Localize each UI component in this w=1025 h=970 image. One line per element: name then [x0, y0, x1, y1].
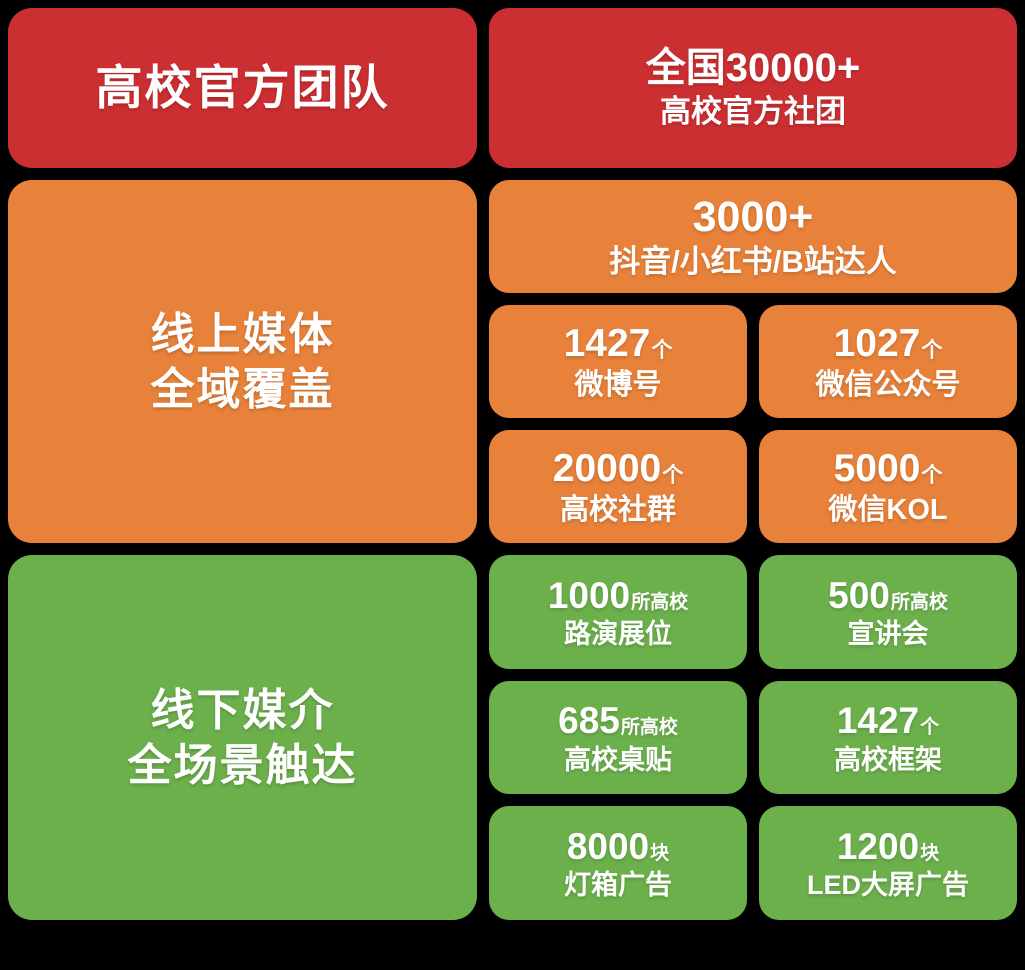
stat-unit: 个: [920, 717, 940, 739]
label-text-block: 高校官方团队: [96, 59, 390, 118]
label-text-block: 线下媒介 全场景触达: [128, 683, 358, 793]
stat-number: 685: [558, 700, 620, 742]
stat-number: 1200: [836, 825, 920, 867]
stat-number: 500: [828, 574, 890, 616]
stat-label: 高校框架: [834, 744, 942, 775]
stat-number-wrap: 5000 个: [834, 447, 943, 491]
section-label-offline-media: 线下媒介 全场景触达: [8, 555, 477, 920]
stat-stack-offline-media: 1000 所高校 路演展位 500 所高校 宣讲会 685: [489, 555, 1017, 921]
stat-label: 灯箱广告: [564, 870, 672, 901]
stat-number: 1000: [547, 574, 631, 616]
stat-row: 8000 块 灯箱广告 1200 块 LED大屏广告: [489, 806, 1017, 921]
stat-number-wrap: 1427 个: [837, 700, 939, 741]
stat-card[interactable]: 1200 块 LED大屏广告: [759, 806, 1017, 921]
stat-number: 5000: [833, 446, 921, 490]
stat-unit: 个: [662, 464, 684, 488]
label-line-2: 全场景触达: [127, 740, 358, 790]
section-offline-media: 线下媒介 全场景触达 1000 所高校 路演展位 500 所高校: [8, 555, 1017, 921]
label-line-1: 线下媒介: [150, 685, 335, 735]
stat-number: 1027: [833, 321, 921, 365]
stat-number: 1427: [563, 321, 651, 365]
section-label-official-team: 高校官方团队: [8, 8, 477, 168]
stat-card[interactable]: 5000 个 微信KOL: [759, 430, 1017, 543]
stat-number: 3000+: [692, 193, 814, 242]
stat-label: 路演展位: [564, 618, 672, 649]
section-label-online-media: 线上媒体 全域覆盖: [8, 180, 477, 543]
stat-number-wrap: 全国30000+: [646, 46, 861, 91]
stat-row: 1427 个 微博号 1027 个 微信公众号: [489, 305, 1017, 418]
section-online-media: 线上媒体 全域覆盖 3000+ 抖音/小红书/B站达人 1427 个: [8, 180, 1017, 543]
stat-unit: 所高校: [631, 591, 689, 613]
stat-number: 8000: [566, 825, 650, 867]
label-line-1: 高校官方团队: [95, 60, 390, 114]
stat-unit: 块: [650, 843, 670, 865]
stat-unit: 个: [651, 339, 673, 363]
stat-unit: 所高校: [890, 591, 948, 613]
stat-row: 3000+ 抖音/小红书/B站达人: [489, 180, 1017, 293]
stat-number-wrap: 20000 个: [553, 447, 683, 491]
section-official-team: 高校官方团队 全国30000+ 高校官方社团: [8, 8, 1017, 168]
stat-card[interactable]: 1000 所高校 路演展位: [489, 555, 747, 669]
stat-number-wrap: 500 所高校: [828, 575, 948, 616]
stat-row: 全国30000+ 高校官方社团: [489, 8, 1017, 168]
label-line-2: 全域覆盖: [150, 364, 335, 414]
stat-card[interactable]: 全国30000+ 高校官方社团: [489, 8, 1017, 168]
stat-number: 1427: [836, 700, 920, 742]
stat-card[interactable]: 500 所高校 宣讲会: [759, 555, 1017, 669]
stat-label: 抖音/小红书/B站达人: [609, 244, 897, 280]
stat-label: 微博号: [574, 368, 662, 401]
stat-stack-online-media: 3000+ 抖音/小红书/B站达人 1427 个 微博号 1027 个: [489, 180, 1017, 543]
stat-number: 20000: [552, 446, 662, 490]
stat-row: 1000 所高校 路演展位 500 所高校 宣讲会: [489, 555, 1017, 669]
stat-number-wrap: 1027 个: [834, 322, 943, 366]
stat-card[interactable]: 20000 个 高校社群: [489, 430, 747, 543]
label-line-1: 线上媒体: [150, 309, 335, 359]
stat-number-wrap: 8000 块: [567, 826, 669, 867]
stat-unit: 个: [921, 339, 943, 363]
stat-label: 高校官方社团: [660, 94, 846, 130]
stat-label: 微信KOL: [828, 493, 948, 526]
stat-card[interactable]: 1427 个 微博号: [489, 305, 747, 418]
stat-number-wrap: 3000+: [693, 193, 814, 241]
stat-label: LED大屏广告: [807, 870, 969, 901]
stat-row: 685 所高校 高校桌贴 1427 个 高校框架: [489, 680, 1017, 795]
stat-label: 宣讲会: [847, 618, 929, 649]
stat-number-wrap: 1427 个: [564, 322, 673, 366]
stat-label: 微信公众号: [815, 368, 961, 401]
stat-card[interactable]: 1427 个 高校框架: [759, 680, 1017, 795]
stat-card[interactable]: 685 所高校 高校桌贴: [489, 680, 747, 795]
stat-card[interactable]: 3000+ 抖音/小红书/B站达人: [489, 180, 1017, 293]
stat-unit: 所高校: [620, 717, 678, 739]
stat-card[interactable]: 1027 个 微信公众号: [759, 305, 1017, 418]
stat-unit: 个: [921, 464, 943, 488]
stat-number-wrap: 1000 所高校: [548, 575, 688, 616]
stat-row: 20000 个 高校社群 5000 个 微信KOL: [489, 430, 1017, 543]
stat-label: 高校桌贴: [564, 744, 672, 775]
stat-card[interactable]: 8000 块 灯箱广告: [489, 806, 747, 921]
stat-stack-official-team: 全国30000+ 高校官方社团: [489, 8, 1017, 168]
label-text-block: 线上媒体 全域覆盖: [151, 307, 335, 417]
stat-label: 高校社群: [559, 493, 676, 526]
stat-number: 全国30000+: [645, 46, 861, 91]
stat-number-wrap: 685 所高校: [558, 700, 678, 741]
stat-unit: 块: [920, 843, 940, 865]
stat-number-wrap: 1200 块: [837, 826, 939, 867]
